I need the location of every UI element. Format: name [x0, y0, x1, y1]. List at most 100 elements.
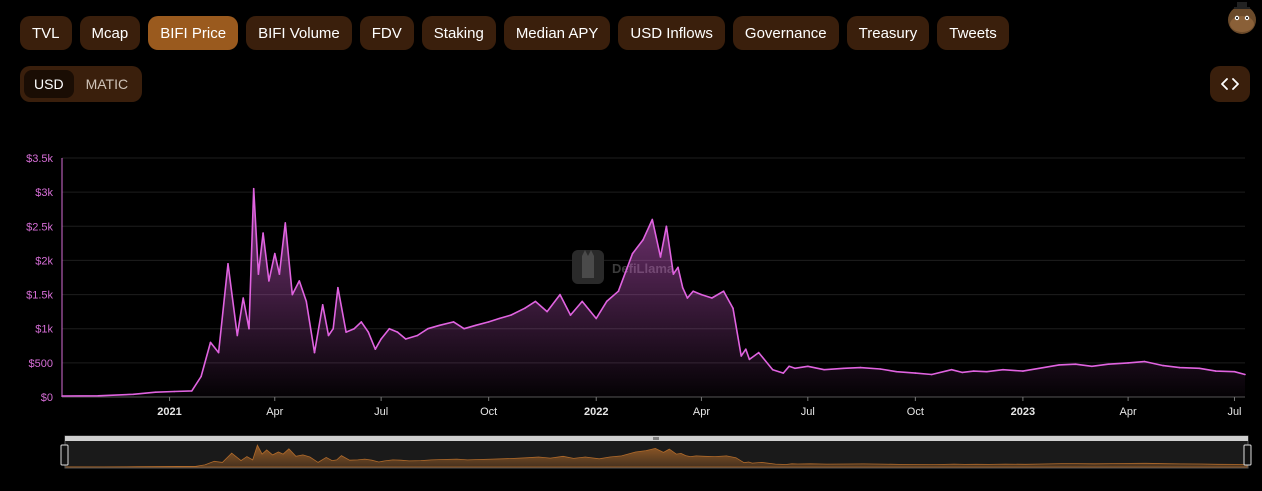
data-point: [788, 365, 790, 368]
embed-button[interactable]: [1210, 66, 1250, 102]
data-point: [337, 286, 339, 289]
y-tick-label: $3.5k: [26, 153, 53, 165]
data-point: [345, 331, 347, 333]
data-point: [745, 348, 747, 350]
brush-area: [65, 444, 1248, 468]
data-point: [200, 375, 202, 378]
data-point: [732, 307, 734, 309]
data-point: [438, 324, 441, 327]
data-point: [268, 280, 270, 282]
data-point: [498, 317, 501, 320]
data-point: [740, 355, 742, 357]
metric-tabs: TVL Mcap BIFI Price BIFI Volume FDV Stak…: [20, 16, 1009, 50]
data-point: [677, 266, 679, 269]
data-point: [248, 327, 250, 330]
data-point: [973, 370, 975, 372]
tab-tvl[interactable]: TVL: [20, 16, 72, 50]
x-tick-label: 2023: [1011, 406, 1035, 418]
data-point: [227, 263, 229, 265]
data-point: [1178, 366, 1181, 369]
tab-treasury[interactable]: Treasury: [846, 16, 930, 50]
data-point: [1038, 367, 1041, 370]
range-brush[interactable]: [60, 435, 1252, 469]
data-point: [771, 368, 774, 371]
data-point: [1244, 373, 1246, 376]
tab-fdv[interactable]: FDV: [359, 16, 414, 50]
x-tick-label: Oct: [907, 406, 924, 418]
data-point: [559, 293, 561, 296]
data-point: [321, 304, 324, 306]
data-point: [631, 252, 634, 255]
data-point: [985, 370, 988, 373]
data-point: [1022, 370, 1024, 372]
data-point: [487, 321, 490, 323]
tab-usd-inflows[interactable]: USD Inflows: [618, 16, 725, 50]
data-point: [463, 327, 465, 330]
data-point: [1058, 364, 1060, 366]
data-point: [617, 290, 620, 292]
x-axis: 2021 Apr Jul Oct 2022 Apr Jul Oct 2023 Apr Jul: [62, 396, 1245, 418]
data-point: [692, 290, 694, 292]
data-point: [274, 252, 276, 255]
data-point: [807, 365, 809, 368]
y-tick-label: $1k: [35, 324, 53, 336]
data-point: [569, 314, 572, 316]
data-point: [1198, 367, 1201, 370]
brush-left-handle[interactable]: [60, 444, 69, 466]
data-point: [581, 300, 583, 303]
price-area: [62, 188, 1245, 397]
tab-mcap[interactable]: Mcap: [79, 16, 141, 50]
data-point: [427, 327, 429, 330]
tab-median-apy[interactable]: Median APY: [503, 16, 611, 50]
data-point: [722, 290, 725, 292]
tab-bifi-volume[interactable]: BIFI Volume: [246, 16, 352, 50]
y-tick-label: $1.5k: [26, 290, 53, 302]
data-point: [748, 358, 751, 361]
y-tick-label: $2k: [35, 255, 53, 267]
data-point: [236, 334, 239, 337]
data-point: [1074, 363, 1077, 365]
data-point: [605, 300, 608, 303]
toggle-usd[interactable]: USD: [24, 70, 74, 98]
brush-grip-icon[interactable]: [653, 437, 659, 440]
data-point: [659, 256, 662, 258]
data-point: [711, 297, 713, 299]
data-point: [332, 327, 335, 330]
tab-governance[interactable]: Governance: [732, 16, 839, 50]
data-point: [546, 310, 548, 313]
tab-bifi-price[interactable]: BIFI Price: [148, 16, 239, 50]
data-point: [353, 327, 356, 330]
x-tick-label: Jul: [374, 406, 388, 418]
data-point: [278, 273, 281, 275]
brush-right-handle[interactable]: [1243, 444, 1252, 466]
tab-tweets[interactable]: Tweets: [937, 16, 1009, 50]
data-point: [642, 239, 644, 241]
data-point: [1143, 360, 1146, 363]
data-point: [173, 390, 175, 393]
data-point: [61, 395, 63, 397]
data-point: [305, 300, 308, 303]
data-point: [914, 372, 917, 374]
data-point: [284, 222, 287, 224]
x-tick-label: Apr: [1120, 406, 1137, 418]
data-point: [681, 286, 684, 289]
data-point: [360, 321, 363, 323]
data-point: [154, 391, 157, 393]
tab-staking[interactable]: Staking: [421, 16, 496, 50]
currency-toggle: USD MATIC: [20, 66, 143, 102]
price-chart[interactable]: $0 $500 $1k $1.5k $2k $2.5k $3k $3.5k 2021 Apr Ju…: [0, 140, 1262, 491]
toggle-matic[interactable]: MATIC: [85, 76, 129, 92]
x-tick-label: Apr: [693, 406, 710, 418]
data-point: [524, 307, 526, 309]
data-point: [367, 331, 370, 333]
x-tick-label: 2021: [157, 406, 181, 418]
llama-avatar-icon[interactable]: [1224, 0, 1260, 36]
data-point: [132, 393, 135, 396]
x-tick-label: Jul: [1227, 406, 1241, 418]
data-point: [380, 338, 382, 340]
data-point: [1215, 370, 1217, 372]
data-point: [452, 321, 455, 323]
data-point: [1127, 362, 1129, 364]
data-point: [879, 368, 882, 370]
data-point: [794, 367, 796, 370]
